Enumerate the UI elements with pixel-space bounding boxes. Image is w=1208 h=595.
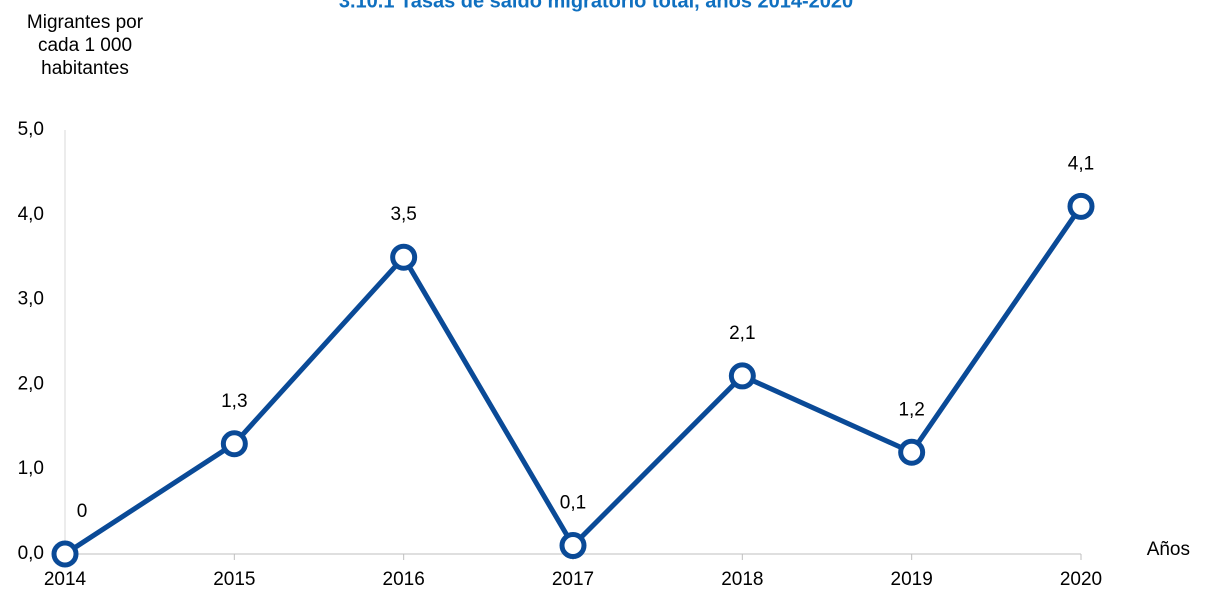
point bbox=[559, 532, 587, 560]
y-axis-title: habitantes bbox=[41, 58, 129, 79]
data-label: 2,1 bbox=[729, 323, 755, 344]
y-tick-label: 5,0 bbox=[18, 119, 44, 140]
data-label: 3,5 bbox=[390, 204, 416, 225]
point bbox=[220, 430, 248, 458]
x-tick-label: 2020 bbox=[1060, 569, 1102, 590]
y-axis-title: Migrantes por bbox=[27, 12, 144, 33]
y-tick-label: 0,0 bbox=[18, 543, 44, 564]
y-tick-label: 3,0 bbox=[18, 289, 44, 310]
x-tick-label: 2019 bbox=[891, 569, 933, 590]
data-label: 0 bbox=[77, 501, 88, 522]
data-label: 0,1 bbox=[560, 493, 586, 514]
y-tick-label: 4,0 bbox=[18, 204, 44, 225]
x-axis-title: Años bbox=[1147, 539, 1190, 560]
point bbox=[728, 362, 756, 390]
y-axis-title: cada 1 000 bbox=[38, 35, 132, 56]
point bbox=[898, 438, 926, 466]
x-tick-label: 2018 bbox=[721, 569, 763, 590]
data-label: 4,1 bbox=[1068, 153, 1094, 174]
x-tick-label: 2016 bbox=[383, 569, 425, 590]
data-label: 1,3 bbox=[221, 391, 247, 412]
y-tick-label: 1,0 bbox=[18, 458, 44, 479]
chart-title: 3.10.1 Tasas de saldo migratorio total, … bbox=[339, 0, 853, 12]
x-tick-label: 2017 bbox=[552, 569, 594, 590]
point bbox=[1067, 192, 1095, 220]
x-tick-label: 2014 bbox=[44, 569, 87, 590]
point bbox=[51, 540, 79, 568]
point bbox=[390, 243, 418, 271]
data-label: 1,2 bbox=[898, 399, 924, 420]
x-tick-label: 2015 bbox=[213, 569, 255, 590]
y-tick-label: 2,0 bbox=[18, 373, 44, 394]
